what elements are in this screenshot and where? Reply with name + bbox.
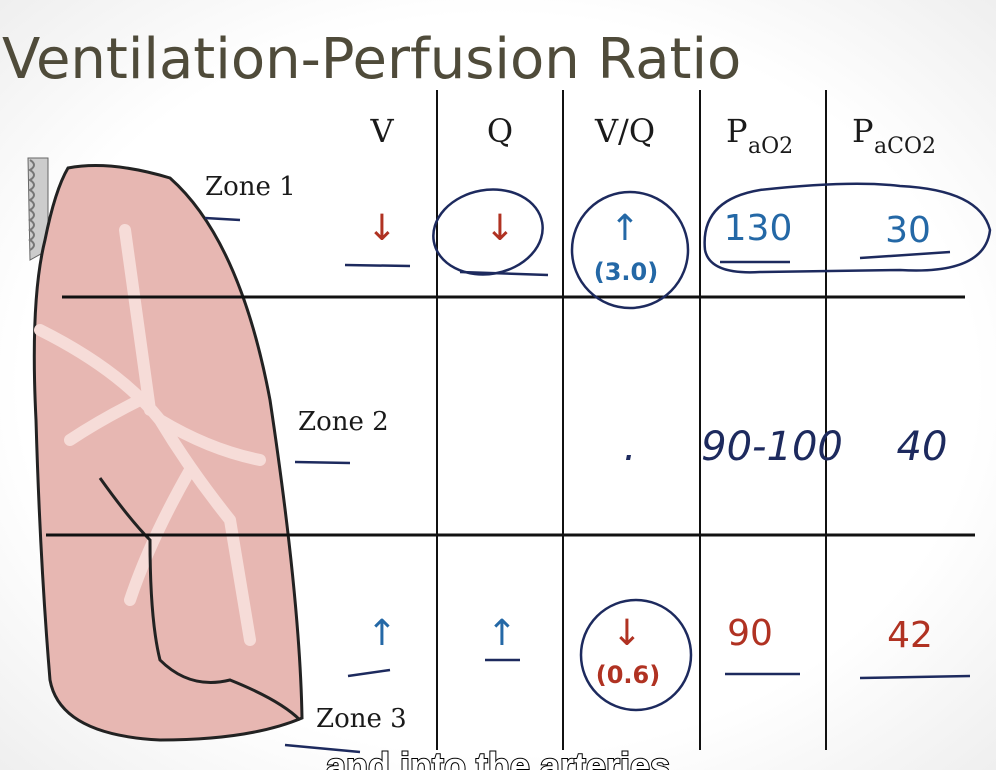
table-lines [46,90,975,750]
cell: ↑ [487,613,517,654]
lung-illustration [27,157,304,742]
subtitle-caption: and into the arteries [326,745,670,770]
column-header: P [852,112,874,150]
cell: . [624,424,637,470]
ratio: (3.0) [594,258,658,286]
column-header: Q [487,112,513,150]
zone-label: Zone 2 [298,407,389,437]
zone-label: Zone 1 [205,172,296,202]
cell: 42 [887,615,933,656]
column-header-subscript: aCO2 [874,134,936,159]
cell: ↓ [612,613,642,654]
cell: ↑ [610,208,640,249]
cell: ↓ [485,208,515,249]
cell: 130 [724,208,793,249]
cell: 30 [885,210,931,251]
cell: 90 [727,613,773,654]
slide-title: Ventilation-Perfusion Ratio [2,27,741,92]
zone-label: Zone 3 [316,704,407,734]
cell: ↑ [367,613,397,654]
handwritten-marks [204,182,992,754]
column-header: V/Q [594,112,655,150]
cell: ↓ [367,208,397,249]
cell: 90-100 [701,424,843,470]
column-header-subscript: aO2 [748,134,793,159]
column-header: V [369,112,394,150]
column-header: P [726,112,748,150]
cell: 40 [897,424,948,470]
ratio: (0.6) [596,661,660,689]
